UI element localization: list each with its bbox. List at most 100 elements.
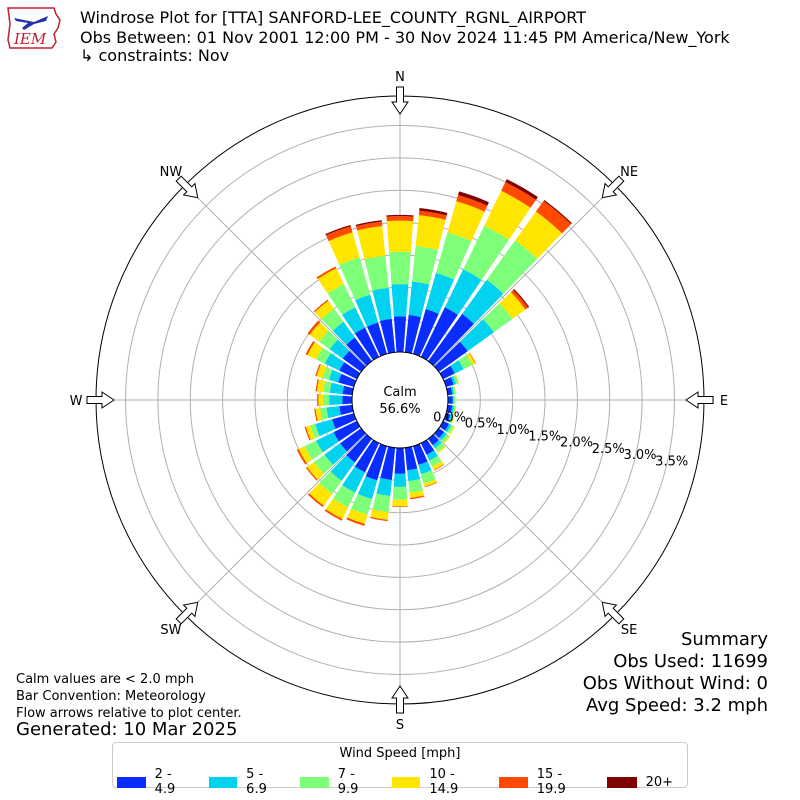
radial-tick-labels: 0.0%0.5%1.0%1.5%2.0%2.5%3.0%3.5% [433, 410, 688, 469]
bar-350-bin-5 [355, 220, 382, 227]
bar-310-bin-4 [307, 320, 321, 335]
bar-190-bin-3 [370, 509, 389, 520]
iem-logo: IEM [7, 7, 61, 49]
bar-220-bin-3 [309, 483, 333, 506]
bar-180-bin-4 [392, 505, 408, 507]
bar-50-bin-0 [434, 341, 468, 372]
dir-label-se: SE [621, 623, 637, 638]
radial-tick-3: 1.5% [528, 429, 561, 444]
bar-160-bin-2 [420, 470, 436, 484]
bar-340-bin-4 [325, 226, 353, 242]
bar-90-bin-0 [447, 396, 453, 404]
bar-310-bin-0 [342, 350, 366, 372]
bar-60-bin-1 [450, 360, 464, 374]
bar-270-bin-2 [322, 394, 330, 406]
bar-300-bin-3 [307, 342, 323, 360]
grid-spoke-se [399, 399, 616, 616]
bar-20-bin-5 [457, 191, 489, 206]
bar-0-bin-0 [393, 316, 407, 353]
arrow-sw-icon [175, 601, 199, 625]
legend-label-5: 20+ [645, 774, 673, 790]
bar-350-bin-0 [379, 318, 396, 354]
bar-280-bin-2 [323, 381, 332, 393]
radial-grid [96, 96, 704, 704]
bar-220-bin-4 [307, 493, 324, 508]
bar-30-bin-4 [501, 182, 537, 208]
bar-180-bin-2 [392, 486, 408, 500]
bar-10-bin-2 [412, 246, 438, 285]
bar-210-bin-3 [325, 498, 349, 519]
plane-icon [14, 16, 48, 30]
bar-0-bin-3 [386, 220, 414, 253]
bar-350-bin-2 [364, 255, 389, 291]
bar-270-bin-1 [329, 394, 343, 406]
calm-note: Calm values are < 2.0 mph [16, 672, 195, 687]
bar-170-bin-0 [404, 446, 418, 471]
bar-260-bin-4 [314, 408, 318, 422]
bar-280-bin-0 [342, 385, 354, 396]
bar-100-bin-3 [454, 405, 457, 414]
arrow-nw-icon [175, 175, 199, 199]
bar-230-bin-1 [324, 443, 348, 466]
bar-50-bin-4 [510, 289, 529, 310]
bar-200-bin-0 [365, 443, 387, 481]
bar-90-bin-2 [453, 395, 456, 405]
bar-100-bin-2 [452, 405, 456, 414]
summary-heading: Summary [681, 629, 768, 650]
bar-340-bin-5 [325, 224, 351, 236]
bar-60-bin-4 [469, 352, 476, 364]
bar-220-bin-0 [346, 434, 372, 463]
legend-swatch-5 [606, 776, 637, 788]
bar-330-bin-4 [316, 266, 337, 279]
bar-330-bin-3 [317, 268, 344, 294]
bar-160-bin-4 [424, 482, 438, 488]
dir-label-sw: SW [160, 623, 181, 638]
constraints-line: ↳ constraints: Nov [80, 46, 230, 65]
arrow-e-icon [685, 391, 714, 409]
bar-250-bin-0 [332, 413, 357, 429]
bar-190-bin-4 [370, 516, 388, 522]
legend-swatch-1 [208, 776, 238, 788]
legend-swatch-2 [300, 776, 329, 788]
bar-20-bin-0 [413, 308, 439, 357]
speed-legend: Wind Speed [mph] 2 - 4.9 5 - 6.9 7 - 9.9 10… [112, 742, 688, 797]
legend-item-5: 20+ [606, 774, 673, 790]
arrow-ne-icon [601, 175, 625, 199]
bar-20-bin-1 [425, 272, 455, 314]
legend-label-3: 10 - 14.9 [429, 767, 459, 797]
bar-210-bin-1 [342, 466, 366, 493]
flow-note: Flow arrows relative to plot center. [16, 706, 242, 721]
grid-spoke-ne [399, 184, 616, 401]
bar-210-bin-2 [333, 485, 356, 508]
legend-item-4: 15 - 19.9 [499, 767, 592, 797]
bar-350-bin-3 [357, 226, 386, 260]
bar-340-bin-3 [328, 232, 360, 265]
bar-240-bin-4 [296, 449, 307, 465]
bar-310-bin-3 [309, 322, 329, 342]
bar-280-bin-1 [329, 382, 345, 395]
bar-160-bin-1 [418, 461, 432, 475]
bar-150-bin-1 [426, 450, 438, 461]
bar-convention-note: Bar Convention: Meteorology [16, 689, 206, 704]
bar-120-bin-1 [445, 423, 452, 433]
calm-label: Calm [383, 385, 416, 400]
grid-spoke-sw [184, 399, 401, 616]
direction-arrows [86, 86, 714, 714]
bar-60-bin-2 [458, 354, 473, 370]
bar-300-bin-1 [324, 353, 345, 371]
bar-330-bin-2 [327, 283, 356, 315]
logo-text: IEM [13, 30, 47, 48]
bar-10-bin-3 [415, 215, 446, 250]
bar-240-bin-1 [316, 432, 339, 453]
bar-110-bin-0 [443, 413, 451, 422]
arrow-w-icon [86, 391, 115, 409]
bar-180-bin-3 [392, 499, 408, 507]
bar-140-bin-1 [432, 439, 442, 449]
bar-130-bin-2 [441, 433, 450, 443]
bar-160-bin-0 [413, 443, 428, 465]
legend-item-0: 2 - 4.9 [117, 767, 195, 797]
bar-120-bin-3 [449, 425, 455, 435]
dir-label-w: W [70, 394, 83, 409]
bar-10-bin-1 [408, 281, 430, 318]
bar-20-bin-2 [435, 232, 472, 280]
